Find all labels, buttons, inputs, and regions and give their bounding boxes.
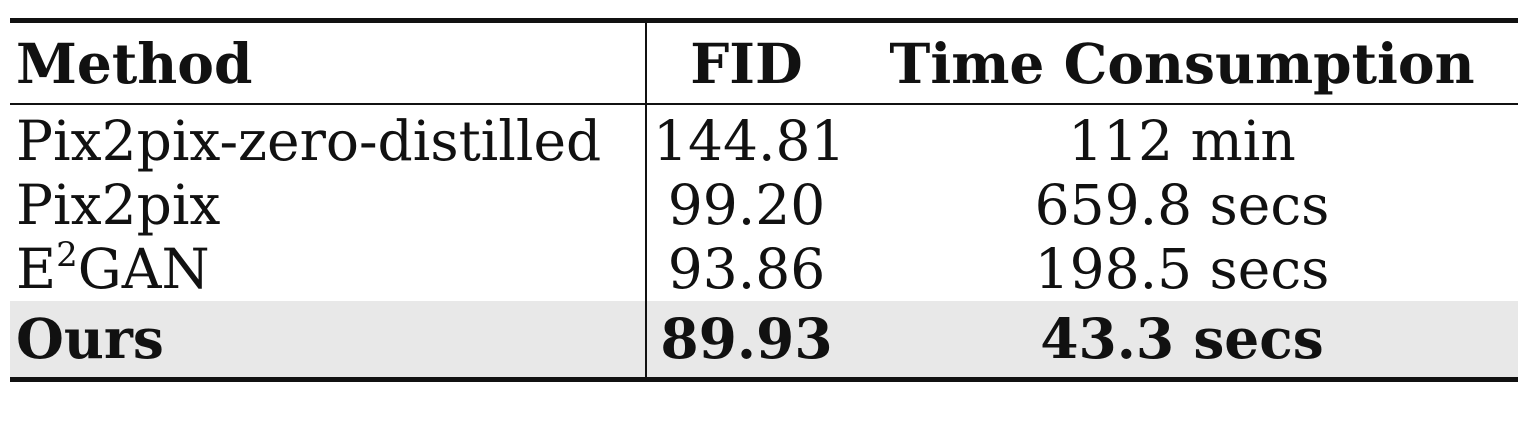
method-rest-text: GAN (77, 237, 210, 301)
method-base-text: E (16, 237, 57, 301)
method-superscript: 2 (56, 235, 78, 275)
fid-cell: 93.86 (667, 237, 826, 301)
table-row: Pix2pix-zero-distilled 144.81 112 min (10, 104, 1518, 173)
time-cell: 43.3 secs (1040, 306, 1324, 372)
method-cell: Pix2pix (10, 173, 647, 237)
fid-cell: 144.81 (653, 109, 846, 173)
time-cell: 659.8 secs (1034, 173, 1330, 237)
fid-cell: 89.93 (660, 306, 833, 372)
table-body: Pix2pix-zero-distilled 144.81 112 min Pi… (10, 104, 1518, 379)
column-header-fid: FID (646, 20, 846, 105)
fid-cell: 99.20 (667, 173, 826, 237)
time-cell: 112 min (1068, 109, 1296, 173)
column-header-method: Method (10, 20, 647, 105)
time-cell: 198.5 secs (1034, 237, 1330, 301)
column-header-time: Time Consumption (846, 20, 1518, 105)
header-row: Method FID Time Consumption (10, 20, 1518, 105)
table-header: Method FID Time Consumption (10, 20, 1518, 105)
method-cell: E2GAN (10, 235, 647, 301)
method-cell: Ours (10, 301, 647, 379)
method-cell: Pix2pix-zero-distilled (10, 104, 647, 173)
table-row: Pix2pix 99.20 659.8 secs (10, 173, 1518, 237)
results-table: Method FID Time Consumption Pix2pix-zero… (10, 18, 1518, 382)
table-row-highlighted: Ours 89.93 43.3 secs (10, 301, 1518, 379)
results-table-container: Method FID Time Consumption Pix2pix-zero… (10, 18, 1518, 382)
table-row: E2GAN 93.86 198.5 secs (10, 237, 1518, 301)
